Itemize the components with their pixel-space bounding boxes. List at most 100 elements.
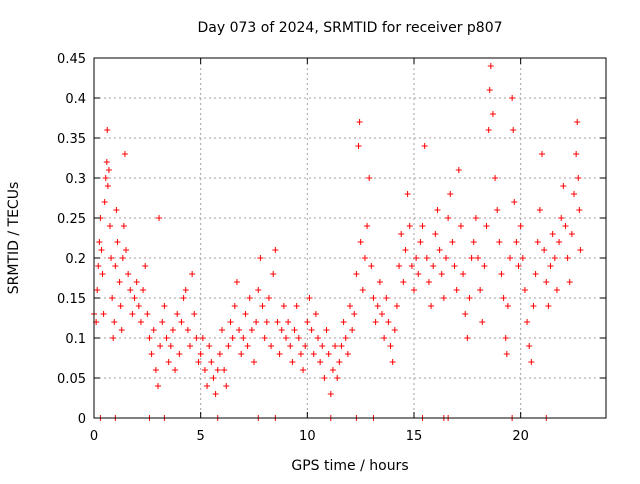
- data-point: [402, 247, 409, 253]
- x-tick-label: 15: [406, 429, 423, 444]
- data-point: [571, 191, 577, 197]
- data-point: [475, 255, 481, 261]
- data-point: [353, 271, 360, 277]
- data-point: [174, 311, 181, 317]
- data-point: [191, 311, 198, 317]
- data-point: [157, 343, 164, 349]
- data-point: [556, 239, 563, 245]
- data-point: [212, 391, 219, 397]
- data-point: [117, 303, 124, 309]
- data-point: [312, 311, 319, 317]
- data-point: [104, 127, 111, 133]
- data-point: [127, 287, 134, 293]
- data-points: [91, 63, 584, 421]
- data-point: [336, 359, 343, 365]
- data-point: [248, 327, 255, 333]
- data-point: [152, 367, 159, 373]
- data-point: [118, 327, 125, 333]
- data-point: [364, 223, 371, 229]
- x-tick-label: 10: [299, 429, 316, 444]
- data-point: [411, 287, 417, 293]
- data-point: [265, 295, 272, 301]
- data-point: [558, 215, 565, 221]
- data-point: [562, 223, 569, 229]
- data-point: [415, 271, 422, 277]
- data-point: [172, 367, 179, 373]
- data-point: [289, 359, 296, 365]
- data-point: [383, 295, 390, 301]
- data-point: [323, 327, 330, 333]
- y-tick-label: 0: [78, 412, 86, 427]
- data-point: [329, 367, 336, 373]
- data-point: [351, 311, 358, 317]
- data-point: [167, 343, 174, 349]
- data-point: [95, 263, 102, 269]
- data-point: [372, 319, 379, 325]
- data-point: [460, 271, 467, 277]
- data-point: [159, 319, 166, 325]
- data-point: [214, 367, 221, 373]
- data-point: [479, 319, 486, 325]
- data-point: [251, 359, 257, 365]
- data-point: [576, 207, 583, 213]
- data-point: [110, 335, 117, 341]
- data-point: [197, 351, 204, 357]
- data-point: [221, 367, 228, 373]
- data-point: [404, 191, 411, 197]
- data-point: [511, 199, 518, 205]
- data-point: [494, 207, 501, 213]
- data-point: [101, 199, 108, 205]
- data-point: [577, 247, 584, 253]
- data-point: [165, 359, 172, 365]
- data-point: [344, 351, 351, 357]
- data-point: [560, 183, 567, 189]
- data-point: [468, 255, 475, 261]
- data-point: [317, 359, 324, 365]
- data-point: [396, 263, 403, 269]
- data-point: [355, 143, 362, 149]
- data-point: [434, 207, 441, 213]
- data-point: [315, 335, 321, 341]
- data-point: [302, 343, 309, 349]
- data-point: [539, 151, 545, 157]
- x-axis-label: GPS time / hours: [291, 458, 408, 474]
- data-point: [507, 255, 513, 261]
- y-tick-label: 0.45: [57, 52, 86, 67]
- data-point: [568, 231, 575, 237]
- data-point: [472, 215, 479, 221]
- data-point: [227, 319, 234, 325]
- data-point: [340, 319, 347, 325]
- data-point: [528, 359, 535, 365]
- data-point: [532, 271, 539, 277]
- data-point: [109, 295, 116, 301]
- data-point: [216, 351, 223, 357]
- data-point: [496, 239, 503, 245]
- data-point: [359, 287, 366, 293]
- data-point: [272, 247, 279, 253]
- data-point: [113, 207, 120, 213]
- data-point: [144, 311, 151, 317]
- data-point: [428, 303, 435, 309]
- data-point: [492, 175, 499, 181]
- data-point: [140, 287, 147, 293]
- data-point: [374, 303, 381, 309]
- data-point: [261, 335, 268, 341]
- data-point: [107, 223, 113, 229]
- data-point: [310, 351, 317, 357]
- data-point: [229, 335, 236, 341]
- data-point: [361, 255, 368, 261]
- data-point: [114, 239, 121, 245]
- x-tick-label: 5: [197, 429, 205, 444]
- data-point: [334, 375, 341, 381]
- data-point: [150, 327, 157, 333]
- data-point: [125, 271, 132, 277]
- data-point: [119, 255, 126, 261]
- data-point: [259, 303, 266, 309]
- data-point: [526, 343, 533, 349]
- data-point: [199, 335, 206, 341]
- data-point: [327, 391, 334, 397]
- data-point: [381, 335, 388, 341]
- data-point: [295, 335, 302, 341]
- data-point: [504, 303, 511, 309]
